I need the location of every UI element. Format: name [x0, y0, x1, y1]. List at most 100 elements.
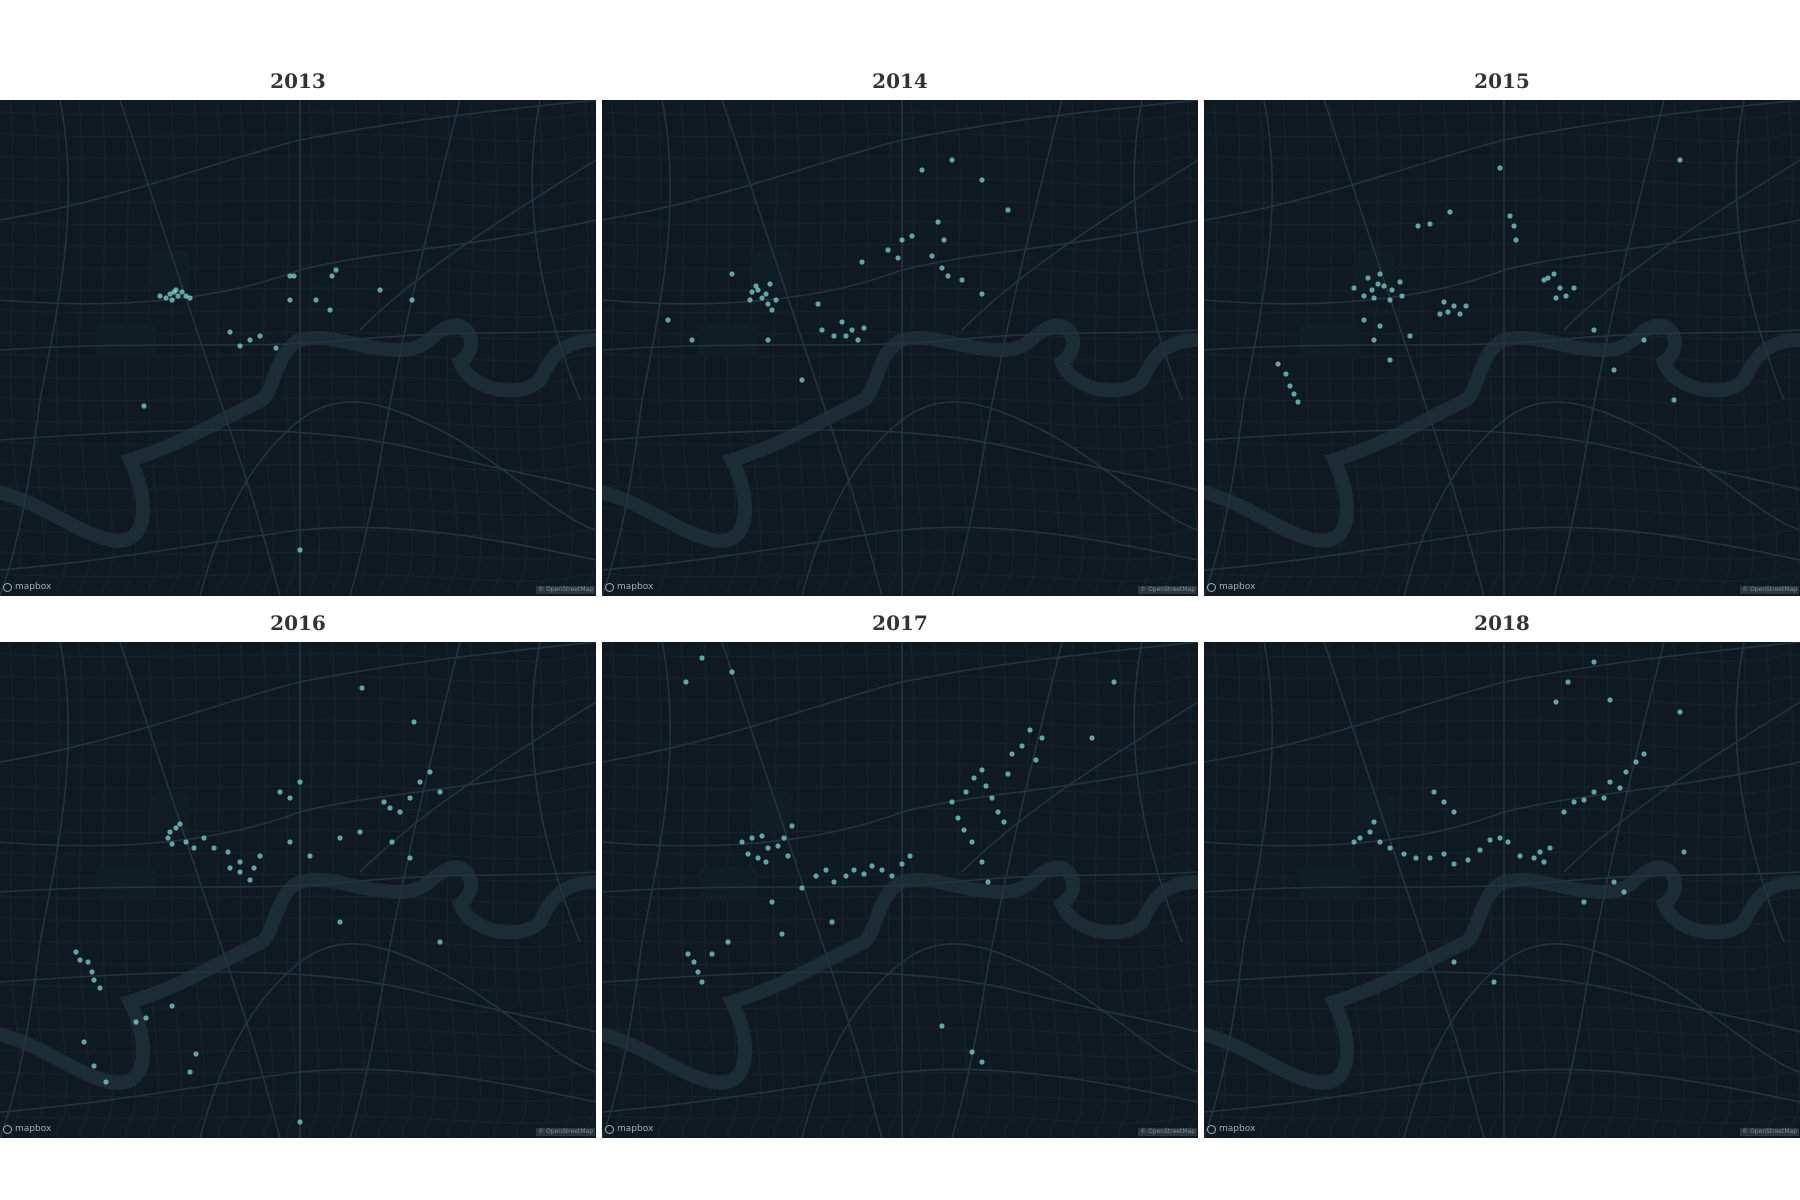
location-point[interactable] — [935, 219, 941, 225]
location-point[interactable] — [85, 959, 91, 965]
location-point[interactable] — [889, 873, 895, 879]
location-point[interactable] — [699, 655, 705, 661]
location-point[interactable] — [167, 829, 173, 835]
location-point[interactable] — [747, 297, 753, 303]
location-point[interactable] — [307, 853, 313, 859]
location-point[interactable] — [689, 337, 695, 343]
location-point[interactable] — [1377, 839, 1383, 845]
location-point[interactable] — [749, 289, 755, 295]
location-point[interactable] — [995, 809, 1001, 815]
location-point[interactable] — [899, 861, 905, 867]
location-point[interactable] — [201, 835, 207, 841]
location-point[interactable] — [359, 685, 365, 691]
location-point[interactable] — [1005, 771, 1011, 777]
location-point[interactable] — [1387, 297, 1393, 303]
location-point[interactable] — [869, 863, 875, 869]
map-attribution[interactable]: © OpenStreetMap — [1138, 1128, 1197, 1136]
location-point[interactable] — [949, 799, 955, 805]
map-attribution[interactable]: © OpenStreetMap — [536, 1128, 595, 1136]
location-point[interactable] — [1039, 735, 1045, 741]
location-point[interactable] — [329, 273, 335, 279]
location-point[interactable] — [759, 295, 765, 301]
location-point[interactable] — [823, 867, 829, 873]
location-point[interactable] — [407, 795, 413, 801]
location-point[interactable] — [685, 951, 691, 957]
location-point[interactable] — [971, 775, 977, 781]
location-point[interactable] — [1677, 709, 1683, 715]
location-point[interactable] — [1581, 899, 1587, 905]
location-point[interactable] — [949, 157, 955, 163]
location-point[interactable] — [1505, 839, 1511, 845]
location-point[interactable] — [1441, 851, 1447, 857]
location-point[interactable] — [437, 789, 443, 795]
location-point[interactable] — [237, 859, 243, 865]
location-point[interactable] — [773, 297, 779, 303]
location-point[interactable] — [1465, 857, 1471, 863]
location-point[interactable] — [1447, 209, 1453, 215]
location-point[interactable] — [939, 265, 945, 271]
location-point[interactable] — [1621, 889, 1627, 895]
location-point[interactable] — [273, 345, 279, 351]
location-point[interactable] — [1623, 769, 1629, 775]
location-point[interactable] — [1351, 285, 1357, 291]
location-point[interactable] — [843, 873, 849, 879]
location-point[interactable] — [1033, 757, 1039, 763]
mapbox-logo[interactable]: mapbox — [3, 581, 51, 593]
location-point[interactable] — [963, 789, 969, 795]
location-point[interactable] — [945, 273, 951, 279]
location-point[interactable] — [1367, 829, 1373, 835]
location-point[interactable] — [1491, 979, 1497, 985]
location-point[interactable] — [247, 877, 253, 883]
location-point[interactable] — [941, 237, 947, 243]
location-point[interactable] — [1463, 303, 1469, 309]
location-point[interactable] — [899, 237, 905, 243]
location-point[interactable] — [851, 867, 857, 873]
location-point[interactable] — [695, 969, 701, 975]
map-view[interactable]: mapbox © OpenStreetMap — [602, 642, 1198, 1138]
location-point[interactable] — [859, 259, 865, 265]
location-point[interactable] — [175, 293, 181, 299]
location-point[interactable] — [1607, 779, 1613, 785]
location-point[interactable] — [665, 317, 671, 323]
location-point[interactable] — [333, 267, 339, 273]
location-point[interactable] — [1371, 295, 1377, 301]
location-point[interactable] — [1547, 845, 1553, 851]
mapbox-logo[interactable]: mapbox — [1207, 581, 1255, 593]
location-point[interactable] — [169, 1003, 175, 1009]
location-point[interactable] — [427, 769, 433, 775]
location-point[interactable] — [1005, 207, 1011, 213]
location-point[interactable] — [177, 821, 183, 827]
location-point[interactable] — [133, 1019, 139, 1025]
location-point[interactable] — [225, 849, 231, 855]
location-point[interactable] — [1387, 357, 1393, 363]
location-point[interactable] — [1369, 287, 1375, 293]
location-point[interactable] — [287, 297, 293, 303]
location-point[interactable] — [843, 333, 849, 339]
location-point[interactable] — [1537, 849, 1543, 855]
location-point[interactable] — [1541, 277, 1547, 283]
location-point[interactable] — [1571, 799, 1577, 805]
location-point[interactable] — [247, 337, 253, 343]
location-point[interactable] — [755, 287, 761, 293]
location-point[interactable] — [1487, 837, 1493, 843]
location-point[interactable] — [763, 291, 769, 297]
location-point[interactable] — [831, 879, 837, 885]
location-point[interactable] — [141, 403, 147, 409]
location-point[interactable] — [1019, 743, 1025, 749]
location-point[interactable] — [377, 287, 383, 293]
mapbox-logo[interactable]: mapbox — [605, 581, 653, 593]
location-point[interactable] — [831, 333, 837, 339]
location-point[interactable] — [1415, 223, 1421, 229]
map-attribution[interactable]: © OpenStreetMap — [1138, 586, 1197, 594]
location-point[interactable] — [1283, 371, 1289, 377]
location-point[interactable] — [1441, 299, 1447, 305]
location-point[interactable] — [237, 343, 243, 349]
location-point[interactable] — [1437, 311, 1443, 317]
location-point[interactable] — [169, 841, 175, 847]
location-point[interactable] — [227, 865, 233, 871]
location-point[interactable] — [1591, 659, 1597, 665]
location-point[interactable] — [699, 979, 705, 985]
location-point[interactable] — [81, 1039, 87, 1045]
location-point[interactable] — [1377, 271, 1383, 277]
location-point[interactable] — [1545, 275, 1551, 281]
